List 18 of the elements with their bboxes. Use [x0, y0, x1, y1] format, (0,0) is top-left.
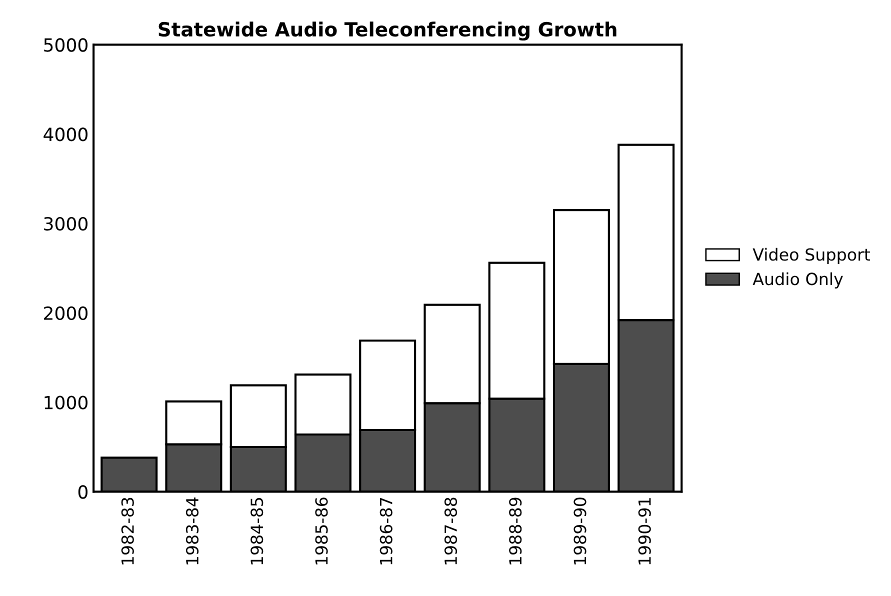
legend-label: Audio Only	[752, 272, 843, 288]
x-tick-label: 1983-84	[186, 497, 199, 564]
y-tick-label: 4000	[44, 128, 88, 142]
y-tick-label: 0	[78, 485, 88, 499]
x-tick-label: 1987-88	[444, 498, 458, 564]
x-tick-label: 1989-90	[574, 498, 586, 564]
x-tick-label: 1982-83	[121, 498, 134, 564]
legend-label: Video Support	[752, 248, 870, 264]
x-tick-label: 1990-91	[638, 498, 651, 564]
y-tick-label: 2000	[44, 306, 88, 320]
y-tick-label: 3000	[44, 216, 88, 231]
x-tick-label: 1985-86	[315, 498, 328, 564]
y-tick-label: 5000	[44, 38, 88, 52]
chart-title: Statewide Audio Teleconferencing Growth	[158, 22, 616, 41]
x-tick-label: 1986-87	[380, 498, 392, 564]
y-tick-label: 1000	[44, 396, 88, 410]
x-tick-label: 1984-85	[250, 498, 264, 564]
x-tick-label: 1988-89	[509, 498, 522, 564]
